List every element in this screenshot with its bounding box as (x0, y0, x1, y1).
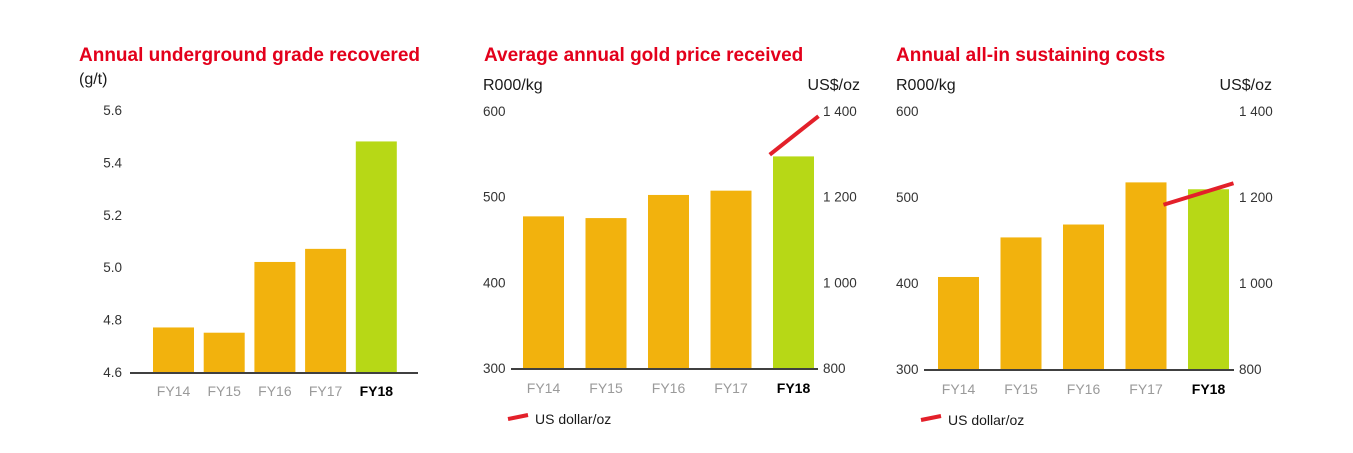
x-tick-label: FY17 (1129, 381, 1163, 397)
y-tick-label: 500 (483, 190, 506, 205)
bar-fy16 (1063, 224, 1104, 369)
y2-tick-label: 1 200 (823, 190, 857, 205)
y-tick-label: 5.4 (103, 155, 122, 170)
x-tick-label: FY14 (942, 381, 976, 397)
legend-swatch (920, 414, 942, 422)
y-tick-label: 400 (483, 275, 506, 290)
chart-title: Annual all-in sustaining costs (896, 45, 1165, 66)
bar-fy14 (153, 327, 194, 372)
x-tick-label: FY16 (258, 383, 292, 399)
y-tick-label: 5.6 (103, 103, 122, 118)
y2-axis-unit-label: US$/oz (1220, 77, 1272, 94)
y-tick-label: 600 (483, 104, 506, 119)
y2-tick-label: 800 (823, 361, 846, 376)
x-tick-label: FY14 (527, 380, 561, 396)
bar-fy16 (648, 194, 689, 368)
y-tick-label: 4.8 (103, 313, 122, 328)
x-tick-label: FY15 (589, 380, 623, 396)
y-tick-label: 5.2 (103, 208, 122, 223)
y-tick-label: 4.6 (103, 365, 122, 380)
y-tick-label: 500 (896, 190, 919, 205)
bar-fy17 (305, 248, 347, 372)
legend-swatch (507, 413, 529, 421)
x-tick-label: FY15 (1004, 381, 1038, 397)
x-tick-label: FY16 (1067, 381, 1101, 397)
y2-tick-label: 1 400 (823, 104, 857, 119)
y2-tick-label: 1 400 (1239, 104, 1273, 119)
y-tick-label: 600 (896, 104, 919, 119)
x-tick-label: FY18 (777, 380, 811, 396)
bar-fy17 (1125, 182, 1167, 369)
chart-title: Average annual gold price received (484, 45, 803, 66)
bar-fy14 (938, 276, 979, 369)
bar-fy18 (1188, 189, 1229, 369)
us-dollar-line (1162, 181, 1235, 207)
us-dollar-line (768, 114, 820, 157)
y-tick-label: 5.0 (103, 260, 122, 275)
y2-tick-label: 800 (1239, 362, 1262, 377)
bar-fy16 (254, 261, 296, 372)
y-axis-unit-label: (g/t) (79, 71, 107, 88)
y2-axis-unit-label: US$/oz (808, 77, 860, 94)
x-tick-label: FY17 (714, 380, 748, 396)
y2-tick-label: 1 000 (1239, 276, 1273, 291)
y-tick-label: 300 (483, 361, 506, 376)
y-tick-label: 300 (896, 362, 919, 377)
bar-fy18 (773, 156, 814, 368)
x-tick-label: FY18 (360, 383, 394, 399)
x-tick-label: FY16 (652, 380, 686, 396)
x-tick-label: FY15 (207, 383, 241, 399)
bar-fy18 (355, 141, 397, 372)
y-axis-unit-label: R000/kg (896, 77, 956, 94)
x-tick-label: FY17 (309, 383, 343, 399)
chart-title: Annual underground grade recovered (79, 45, 420, 66)
legend-label: US dollar/oz (535, 411, 611, 427)
legend-label: US dollar/oz (948, 412, 1024, 428)
y2-tick-label: 1 000 (823, 275, 857, 290)
bar-fy15 (585, 218, 627, 368)
bar-fy17 (710, 190, 752, 368)
bar-fy14 (523, 216, 564, 368)
bar-fy15 (203, 332, 245, 372)
y-axis-unit-label: R000/kg (483, 77, 543, 94)
x-tick-label: FY14 (157, 383, 191, 399)
x-tick-label: FY18 (1192, 381, 1226, 397)
y-tick-label: 400 (896, 276, 919, 291)
y2-tick-label: 1 200 (1239, 190, 1273, 205)
bar-fy15 (1000, 237, 1042, 369)
